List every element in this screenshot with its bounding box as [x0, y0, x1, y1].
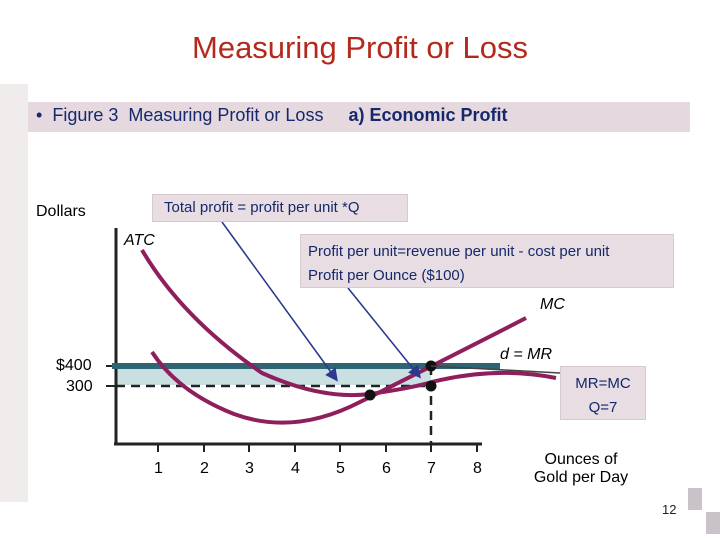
bullet: •: [36, 105, 43, 125]
atc-minimum-point: [364, 389, 376, 401]
mr-mc-box: MR=MC Q=7: [560, 366, 646, 420]
total-profit-text: Total profit = profit per unit *Q: [164, 199, 360, 216]
profit-area: [116, 366, 431, 385]
x-tick-label: 8: [473, 460, 482, 477]
x-tick-label: 4: [291, 460, 300, 477]
page-number: 12: [662, 502, 677, 517]
page-title: Measuring Profit or Loss: [192, 30, 528, 65]
mr-mc-text-1: MR=MC: [575, 375, 631, 392]
atc-at-q-point: [425, 380, 437, 392]
total-profit-box: Total profit = profit per unit *Q: [152, 194, 408, 222]
x-tick-label: 2: [200, 460, 209, 477]
atc-curve: [140, 248, 557, 398]
decor-square: [688, 488, 702, 510]
profit-per-unit-box: Profit per unit=revenue per unit - cost …: [300, 234, 674, 288]
x-tick-label: 5: [336, 460, 345, 477]
mc-label: MC: [540, 296, 565, 313]
y-tick-label: 300: [66, 378, 93, 395]
figure-caption-text: Figure 3 Measuring Profit or Loss: [52, 105, 324, 125]
mr-mc-text-2: Q=7: [588, 399, 618, 416]
demand-label: d = MR: [500, 346, 553, 363]
profit-per-unit-text-1: Profit per unit=revenue per unit - cost …: [308, 243, 610, 260]
profit-per-unit-arrow: [347, 287, 422, 379]
x-axis-label-line1: Ounces of: [544, 451, 618, 468]
figure-caption-band: [28, 102, 690, 132]
x-axis-ticks: [157, 444, 478, 452]
x-axis-label: Ounces of Gold per Day: [520, 451, 642, 487]
x-tick-label: 7: [427, 460, 436, 477]
x-tick-label: 6: [382, 460, 391, 477]
decor-square: [706, 512, 720, 534]
x-tick-label: 1: [154, 460, 163, 477]
figure-caption: • Figure 3 Measuring Profit or Loss a) E…: [36, 105, 508, 126]
figure-panel-label: a) Economic Profit: [348, 105, 508, 125]
x-axis-label-line2: Gold per Day: [533, 469, 629, 486]
mc-curve: [150, 316, 527, 425]
y-axis-label: Dollars: [36, 203, 86, 220]
y-tick-label: $400: [56, 357, 92, 374]
total-profit-arrow: [221, 221, 338, 382]
demand-label-leader: [430, 365, 561, 374]
left-decor-band: [0, 84, 28, 502]
profit-per-unit-text-2: Profit per Ounce ($100): [308, 267, 465, 284]
atc-label: ATC: [124, 232, 155, 249]
x-tick-label: 3: [245, 460, 254, 477]
